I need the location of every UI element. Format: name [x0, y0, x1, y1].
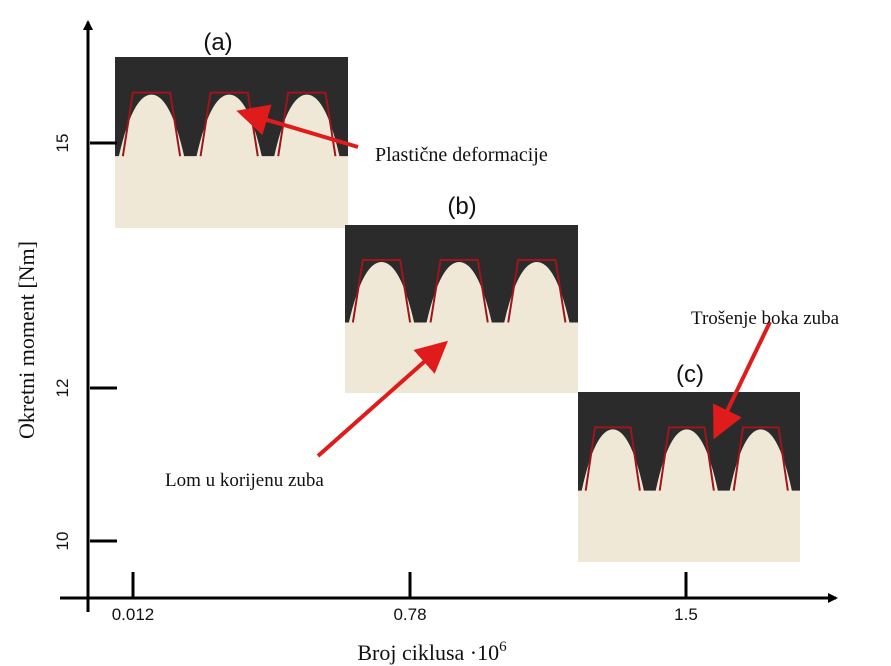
- y-tick-label: 15: [53, 134, 72, 153]
- x-tick-label: 0.78: [393, 605, 426, 624]
- annotation: Plastične deformacije: [375, 144, 548, 166]
- annotation: Trošenje boka zuba: [691, 308, 840, 329]
- annotation: Lom u korijenu zuba: [165, 470, 324, 491]
- panel-label: (c): [676, 361, 704, 388]
- gear-teeth: [578, 429, 800, 562]
- y-tick-label: 10: [53, 532, 72, 551]
- gear-teeth: [115, 95, 348, 228]
- panel-label: (b): [447, 193, 476, 220]
- panel-label: (a): [203, 29, 232, 56]
- y-tick-label: 12: [53, 379, 72, 398]
- x-axis-title: Broj ciklusa ·106: [357, 639, 507, 665]
- x-tick-label: 0.012: [112, 605, 155, 624]
- figure: 15 12 10 0.012 0.78 1.5 Okretni moment […: [0, 0, 891, 666]
- x-axis-title-exponent: 6: [499, 639, 507, 655]
- x-axis-title-text: Broj ciklusa ·10: [357, 640, 499, 665]
- gear-teeth: [345, 262, 578, 393]
- x-tick-label: 1.5: [674, 605, 698, 624]
- y-axis-title: Okretni moment [Nm]: [14, 241, 39, 439]
